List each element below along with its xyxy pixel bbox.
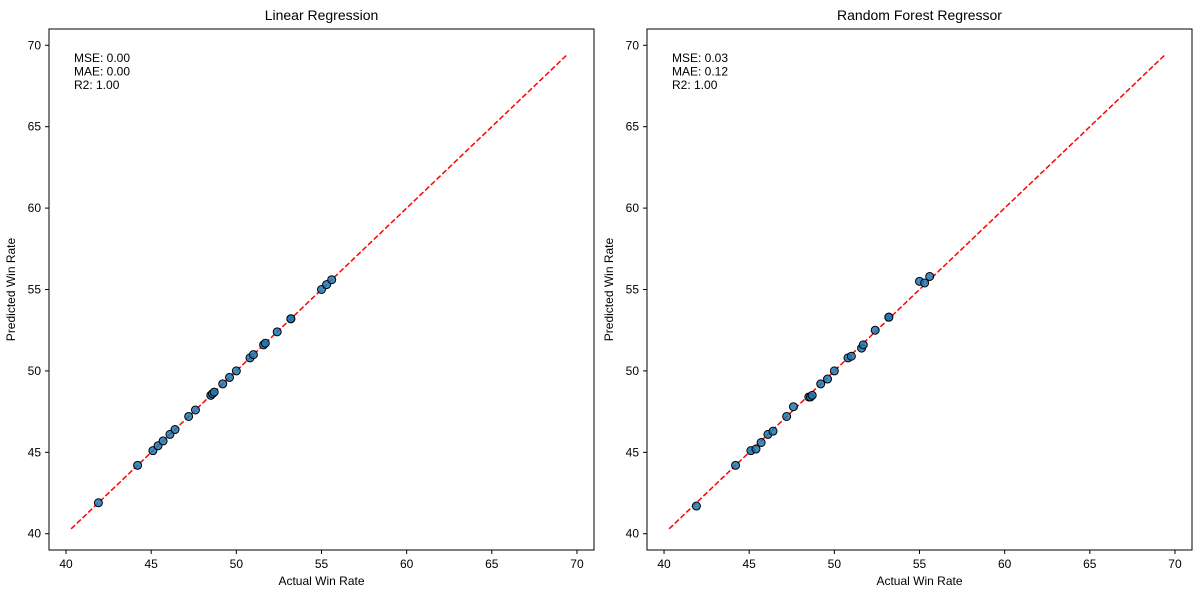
x-tick-label: 60 [400,557,414,571]
x-tick-label: 65 [485,557,499,571]
data-point [731,460,741,470]
x-tick-label: 55 [315,557,329,571]
data-point [816,379,826,389]
data-point [782,411,792,421]
x-tick-label: 70 [570,557,584,571]
x-axis-label: Actual Win Rate [278,574,364,588]
y-tick-label: 55 [626,283,640,297]
data-point [920,278,930,288]
y-tick-label: 45 [28,445,42,459]
data-point [248,350,258,360]
metric-text: R2: 1.00 [74,78,120,92]
y-tick-label: 50 [626,364,640,378]
metric-text: MAE: 0.00 [74,65,130,79]
x-tick-label: 40 [59,557,73,571]
data-point [184,411,194,421]
chart-title: Linear Regression [265,7,379,23]
data-point [788,402,798,412]
data-point [133,460,143,470]
data-point [158,436,168,446]
x-tick-label: 55 [913,557,927,571]
data-point [225,372,235,382]
x-tick-label: 70 [1168,557,1182,571]
y-tick-label: 65 [626,120,640,134]
data-point [751,444,761,454]
y-tick-label: 70 [626,38,640,52]
y-axis-label: Predicted Win Rate [4,237,18,341]
x-tick-label: 45 [145,557,159,571]
x-tick-label: 65 [1083,557,1097,571]
x-axis-label: Actual Win Rate [876,574,962,588]
data-point [807,390,817,400]
y-tick-label: 70 [28,38,42,52]
data-point [925,271,935,281]
data-points [691,271,935,511]
y-tick-label: 55 [28,283,42,297]
x-tick-label: 40 [657,557,671,571]
y-tick-label: 40 [28,527,42,541]
data-point [691,501,701,511]
data-point [768,426,778,436]
subplot-1: 40 45 50 55 60 65 70 40 45 50 55 60 65 70 Linear Regre… [4,7,595,588]
data-point [884,312,894,322]
data-point [823,374,833,384]
data-point [190,405,200,415]
data-point [846,351,856,361]
y-tick-label: 60 [626,201,640,215]
data-points [93,275,337,508]
y-tick-label: 45 [626,445,640,459]
y-axis-label: Predicted Win Rate [602,237,616,341]
x-tick-label: 50 [828,557,842,571]
data-point [829,366,839,376]
metric-text: MSE: 0.00 [74,51,130,65]
data-point [209,387,219,397]
subplot-2: 40 45 50 55 60 65 70 40 45 50 55 60 65 70 Random Fores… [602,7,1193,588]
y-tick-label: 65 [28,120,42,134]
data-point [218,379,228,389]
data-point [286,314,296,324]
data-point [327,275,337,285]
data-point [858,340,868,350]
data-point [170,425,180,435]
data-point [756,438,766,448]
x-tick-label: 50 [230,557,244,571]
x-tick-label: 60 [998,557,1012,571]
chart-title: Random Forest Regressor [837,7,1002,23]
metric-text: MSE: 0.03 [672,51,728,65]
data-point [870,325,880,335]
data-point [93,498,103,508]
y-tick-label: 60 [28,201,42,215]
data-point [260,338,270,348]
metric-text: MAE: 0.12 [672,65,728,79]
y-tick-label: 40 [626,527,640,541]
data-point [231,366,241,376]
data-point [272,327,282,337]
y-tick-label: 50 [28,364,42,378]
x-tick-label: 45 [743,557,757,571]
metric-text: R2: 1.00 [672,78,718,92]
